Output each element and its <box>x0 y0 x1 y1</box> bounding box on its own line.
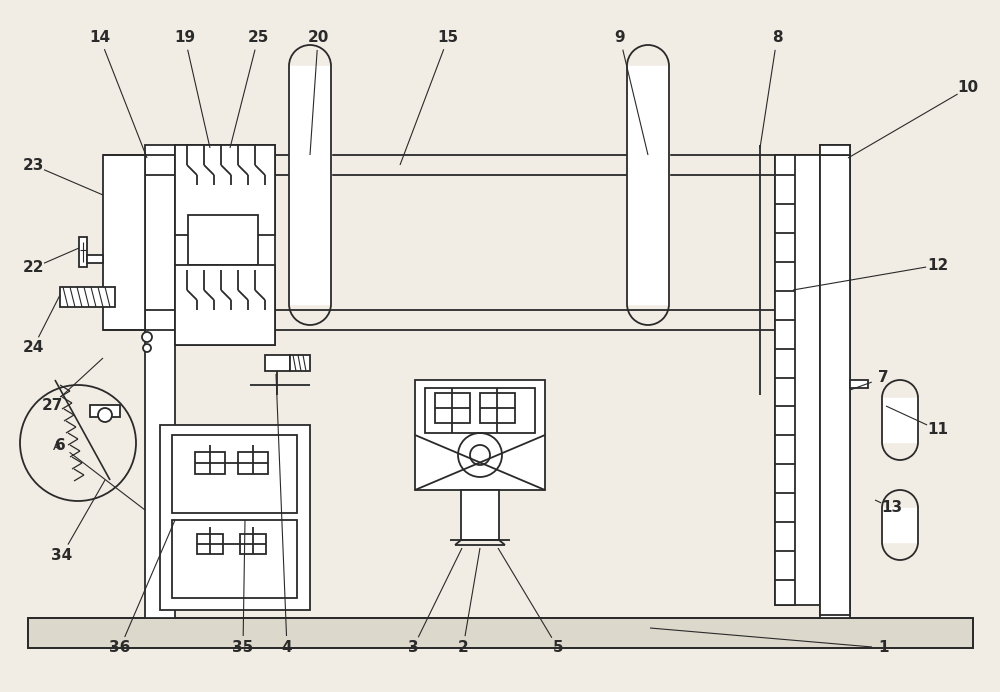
Text: 1: 1 <box>879 641 889 655</box>
Text: 11: 11 <box>928 423 948 437</box>
Bar <box>87 255 103 263</box>
Text: 35: 35 <box>232 641 254 655</box>
Circle shape <box>98 408 112 422</box>
Circle shape <box>142 332 152 342</box>
Bar <box>425 388 535 433</box>
Text: 19: 19 <box>174 30 196 46</box>
Bar <box>775 155 795 605</box>
Bar <box>850 380 868 388</box>
Bar <box>290 355 310 371</box>
Bar <box>775 155 820 605</box>
Bar <box>188 215 258 265</box>
Bar <box>28 618 973 648</box>
Text: 34: 34 <box>51 547 73 563</box>
Text: 23: 23 <box>22 158 44 172</box>
Bar <box>175 145 275 345</box>
Bar <box>820 145 850 155</box>
Bar <box>415 380 545 490</box>
Text: 22: 22 <box>22 260 44 275</box>
Bar <box>195 452 225 474</box>
Bar <box>145 145 175 618</box>
Bar <box>240 534 266 554</box>
Bar <box>461 490 499 540</box>
Text: 5: 5 <box>553 641 563 655</box>
Polygon shape <box>882 508 918 542</box>
Text: 25: 25 <box>247 30 269 46</box>
Bar <box>60 287 115 307</box>
Bar <box>820 145 850 618</box>
Text: 24: 24 <box>22 340 44 356</box>
Bar <box>103 155 145 330</box>
Bar <box>435 393 470 423</box>
Text: A: A <box>53 441 61 453</box>
Text: 2: 2 <box>458 641 468 655</box>
Text: 4: 4 <box>282 641 292 655</box>
Circle shape <box>143 344 151 352</box>
Bar <box>238 452 268 474</box>
Bar <box>160 425 310 610</box>
Text: 27: 27 <box>41 397 63 412</box>
Bar <box>197 534 223 554</box>
Polygon shape <box>627 66 669 304</box>
Bar <box>90 405 120 417</box>
Bar <box>175 265 275 345</box>
Text: 9: 9 <box>615 30 625 46</box>
Polygon shape <box>882 398 918 442</box>
Bar <box>175 145 275 235</box>
Text: 14: 14 <box>89 30 111 46</box>
Text: 15: 15 <box>437 30 459 46</box>
Text: 8: 8 <box>772 30 782 46</box>
Text: 36: 36 <box>109 641 131 655</box>
Bar <box>79 237 87 267</box>
Text: 3: 3 <box>408 641 418 655</box>
Bar <box>265 355 290 371</box>
Text: 6: 6 <box>55 437 65 453</box>
Bar <box>172 435 297 513</box>
Text: 12: 12 <box>927 257 949 273</box>
Bar <box>172 520 297 598</box>
Text: 7: 7 <box>878 370 888 385</box>
Text: 10: 10 <box>957 80 979 95</box>
Polygon shape <box>289 66 331 304</box>
Bar <box>820 155 850 615</box>
Text: 20: 20 <box>307 30 329 46</box>
Text: 13: 13 <box>881 500 903 516</box>
Bar <box>480 393 515 423</box>
Bar <box>28 618 973 648</box>
